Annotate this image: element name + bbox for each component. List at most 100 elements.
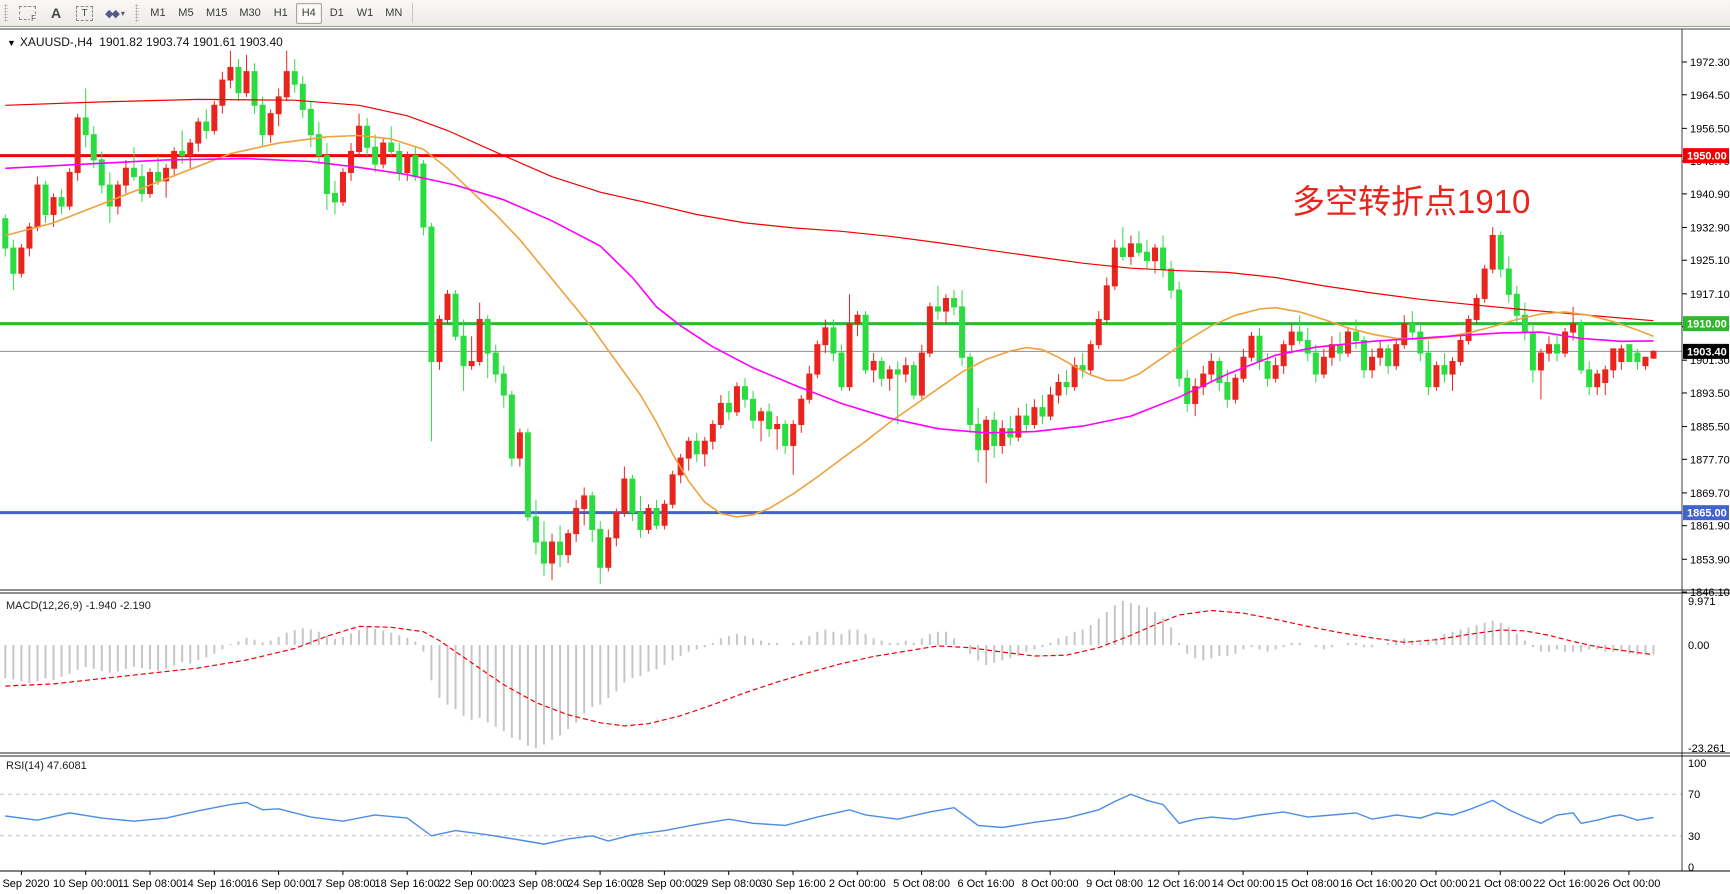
- candle-body: [1586, 369, 1593, 388]
- candle-body: [388, 142, 395, 152]
- candle-body: [1256, 335, 1263, 362]
- candle-body: [645, 507, 652, 530]
- candle-body: [1441, 365, 1448, 375]
- candle-body: [1055, 381, 1062, 396]
- candle-body: [951, 297, 958, 308]
- rsi-scale-label: 0: [1688, 862, 1694, 874]
- candle-body: [404, 155, 411, 173]
- rsi-scale-label: 30: [1688, 831, 1700, 843]
- candle-body: [959, 306, 966, 358]
- candle-body: [806, 373, 813, 400]
- timeframe-button-w1[interactable]: W1: [356, 7, 374, 19]
- candle-body: [613, 512, 620, 539]
- timeframe-button-d1[interactable]: D1: [329, 7, 344, 19]
- candle-body: [18, 247, 25, 274]
- timeframe-button-h4[interactable]: H4: [295, 2, 322, 24]
- candle-body: [26, 226, 33, 249]
- chart-ohlc-values: 1901.82 1903.74 1901.61 1903.40: [99, 35, 283, 49]
- price-tick-label: 1877.70: [1690, 454, 1730, 466]
- candle-body: [436, 318, 443, 362]
- fibonacci-tool-button[interactable]: F: [14, 3, 41, 24]
- candle-body: [1489, 234, 1496, 270]
- candle-body: [484, 318, 491, 354]
- chart-annotation-text[interactable]: 多空转折点1910: [1292, 183, 1531, 220]
- candle-body: [1320, 356, 1327, 375]
- candle-body: [1353, 331, 1360, 341]
- candle-body: [1537, 352, 1544, 371]
- candle-body: [291, 71, 298, 85]
- candle-body: [854, 314, 861, 325]
- candle-body: [227, 66, 234, 81]
- price-tick-label: 1861.90: [1690, 521, 1730, 533]
- candle-body: [1095, 318, 1102, 346]
- candle-body: [1328, 344, 1335, 358]
- price-tick-label: 1917.10: [1690, 289, 1730, 301]
- time-axis-label: 29 Sep 08:00: [696, 878, 761, 890]
- arrows-icon: ◆◆: [105, 7, 120, 20]
- timeframe-button-mn[interactable]: MN: [385, 7, 403, 19]
- price-badge: [1683, 316, 1729, 332]
- candle-body: [275, 96, 282, 115]
- toolbar-grip-2[interactable]: [134, 4, 139, 22]
- rsi-scale-label: 100: [1688, 758, 1706, 770]
- candle-body: [1369, 356, 1376, 371]
- candle-body: [428, 226, 435, 362]
- candle-body: [934, 306, 941, 312]
- candle-body: [1160, 247, 1167, 270]
- timeframe-button-m30[interactable]: M30: [239, 7, 261, 19]
- candle-body: [1200, 373, 1207, 388]
- price-tick-label: 1964.50: [1690, 90, 1730, 102]
- time-axis-label: 8 Oct 00:00: [1022, 878, 1079, 890]
- text-tool-button[interactable]: A: [43, 3, 69, 24]
- candle-body: [894, 369, 901, 375]
- price-badge-label: 1865.00: [1687, 508, 1727, 520]
- candle-body: [138, 176, 145, 194]
- price-tick-label: 1972.30: [1690, 57, 1730, 69]
- chart-title: ▼ XAUUSD-,H4 1901.82 1903.74 1901.61 1903…: [7, 35, 283, 49]
- text-label-tool-button[interactable]: T: [71, 3, 98, 24]
- candle-body: [1594, 373, 1601, 388]
- arrows-tool-button[interactable]: ◆◆ ▾: [100, 3, 130, 24]
- candle-body: [155, 171, 162, 182]
- candle-body: [725, 402, 732, 413]
- time-axis-label: 14 Sep 16:00: [182, 878, 247, 890]
- time-axis-label: 16 Sep 00:00: [246, 878, 311, 890]
- candle-body: [862, 314, 869, 371]
- toolbar-grip[interactable]: [4, 4, 8, 22]
- timeframe-button-group: M1 M5 M15 M30 H1 H4 D1 W1 MN: [144, 2, 408, 24]
- macd-signal-line: [5, 609, 1654, 727]
- candle-body: [460, 335, 467, 367]
- candle-body: [508, 394, 515, 459]
- candle-body: [597, 528, 604, 568]
- candle-body: [573, 507, 580, 535]
- ma-red-line: [5, 98, 1654, 322]
- candle-body: [2, 218, 9, 249]
- price-tick-label: 1869.70: [1690, 488, 1730, 500]
- price-tick-label: 1932.90: [1690, 222, 1730, 234]
- candle-body: [380, 142, 387, 165]
- price-tick-label: 1846.10: [1690, 587, 1730, 599]
- candle-body: [1481, 268, 1488, 299]
- candle-body: [1497, 234, 1504, 270]
- candle-body: [58, 197, 65, 207]
- candle-body: [323, 155, 330, 194]
- timeframe-button-m15[interactable]: M15: [205, 7, 228, 19]
- candle-body: [1208, 360, 1215, 375]
- macd-scale-label: -23.261: [1688, 743, 1725, 755]
- candle-body: [1248, 335, 1255, 358]
- symbol-caret-icon[interactable]: ▼: [7, 38, 16, 48]
- candle-body: [339, 171, 346, 203]
- timeframe-button-h1[interactable]: H1: [273, 7, 288, 19]
- timeframe-button-m1[interactable]: M1: [150, 7, 166, 19]
- toolbar-separator: [412, 3, 414, 23]
- candle-body: [1071, 365, 1078, 388]
- timeframe-button-m5[interactable]: M5: [178, 7, 194, 19]
- time-axis-label: 8 Sep 2020: [0, 878, 50, 890]
- rsi-indicator-label: RSI(14) 47.6081: [6, 760, 87, 772]
- candle-body: [1087, 344, 1094, 371]
- candle-body: [1168, 268, 1175, 291]
- candle-body: [693, 440, 700, 455]
- candle-body: [1047, 394, 1054, 417]
- candle-body: [1192, 386, 1199, 404]
- price-tick-label: 1940.90: [1690, 189, 1730, 201]
